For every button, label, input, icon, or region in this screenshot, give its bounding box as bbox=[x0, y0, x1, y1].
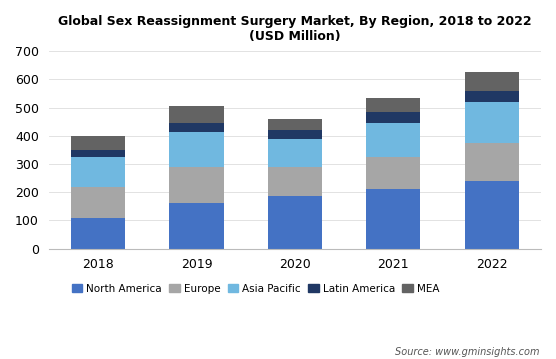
Bar bbox=[71, 157, 125, 187]
Bar bbox=[464, 90, 519, 102]
Bar bbox=[71, 136, 125, 150]
Title: Global Sex Reassignment Surgery Market, By Region, 2018 to 2022
(USD Million): Global Sex Reassignment Surgery Market, … bbox=[58, 15, 532, 43]
Bar bbox=[366, 157, 420, 189]
Bar bbox=[268, 130, 322, 139]
Bar bbox=[170, 204, 224, 249]
Bar bbox=[170, 106, 224, 123]
Bar bbox=[170, 167, 224, 204]
Bar bbox=[366, 189, 420, 249]
Text: Source: www.gminsights.com: Source: www.gminsights.com bbox=[395, 347, 539, 357]
Bar bbox=[268, 119, 322, 130]
Legend: North America, Europe, Asia Pacific, Latin America, MEA: North America, Europe, Asia Pacific, Lat… bbox=[67, 280, 444, 298]
Bar bbox=[71, 150, 125, 157]
Bar bbox=[71, 187, 125, 218]
Bar bbox=[464, 143, 519, 181]
Bar bbox=[366, 98, 420, 112]
Bar bbox=[366, 112, 420, 123]
Bar bbox=[464, 102, 519, 143]
Bar bbox=[366, 123, 420, 157]
Bar bbox=[268, 167, 322, 196]
Bar bbox=[464, 181, 519, 249]
Bar bbox=[464, 72, 519, 90]
Bar bbox=[268, 139, 322, 167]
Bar bbox=[170, 131, 224, 167]
Bar bbox=[71, 218, 125, 249]
Bar bbox=[170, 123, 224, 131]
Bar bbox=[268, 196, 322, 249]
